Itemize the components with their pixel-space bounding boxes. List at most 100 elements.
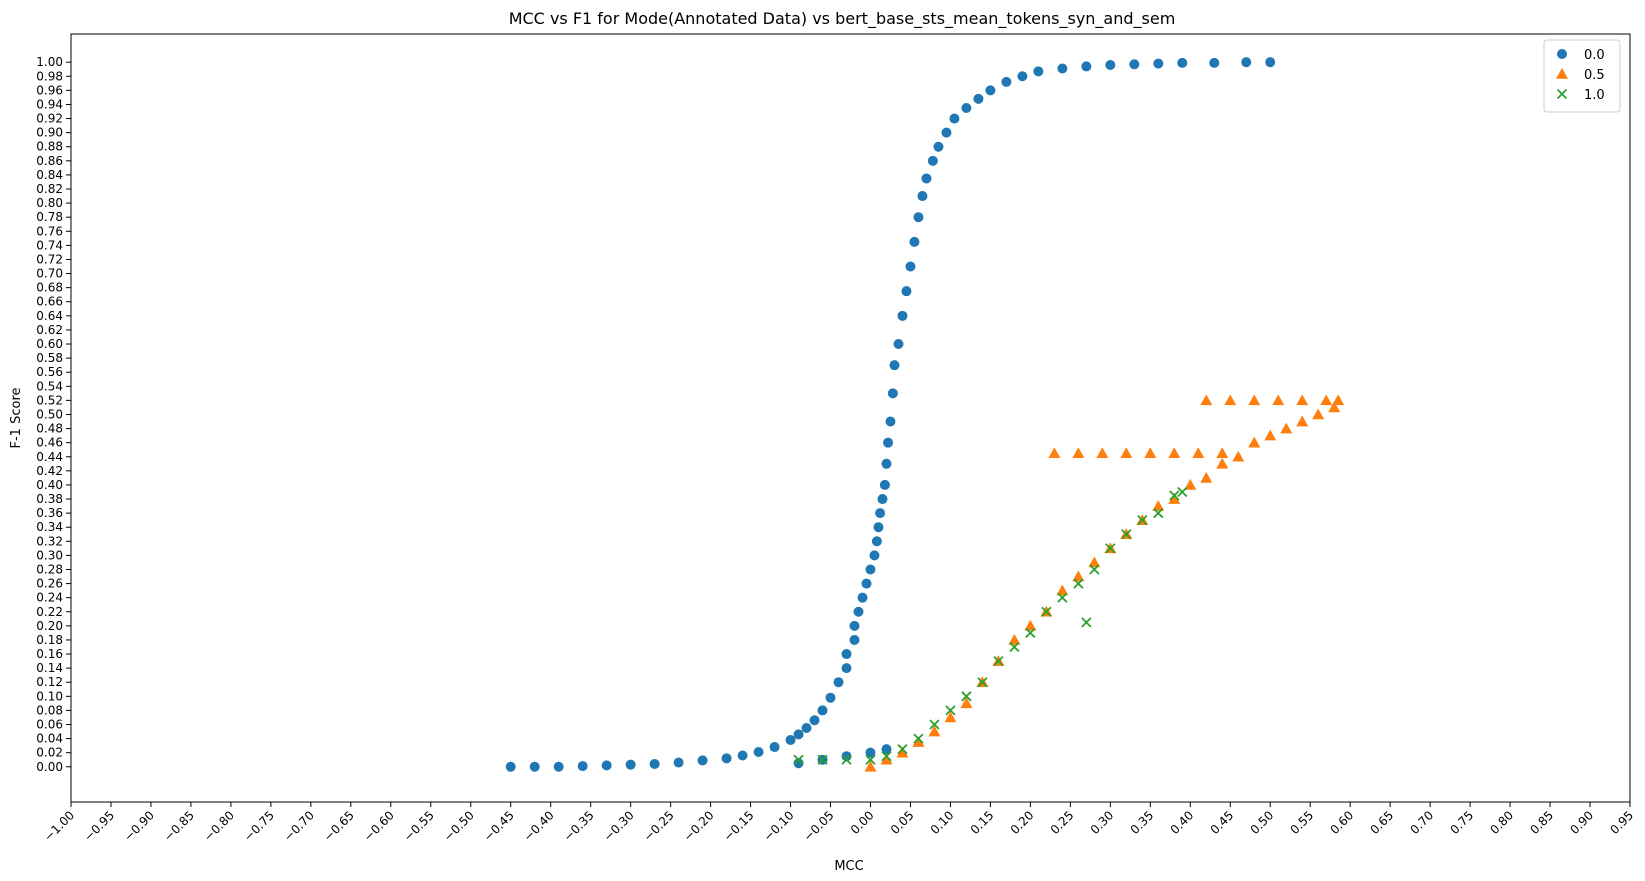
y-tick-label: 0.42 [36, 464, 63, 478]
data-point [1017, 71, 1028, 82]
data-point [1073, 578, 1084, 589]
data-point [673, 757, 684, 768]
y-tick-label: 0.48 [36, 422, 63, 436]
data-point [1096, 447, 1109, 459]
data-point [1248, 394, 1261, 406]
data-point [881, 458, 892, 469]
data-point [553, 761, 564, 772]
legend-label: 1.0 [1584, 88, 1605, 103]
y-tick-label: 0.50 [36, 407, 63, 421]
data-point [1153, 58, 1164, 69]
data-point [865, 747, 876, 758]
data-point [825, 692, 836, 703]
data-point [1184, 478, 1197, 490]
data-point [889, 360, 900, 371]
y-tick-label: 1.00 [36, 55, 63, 69]
data-point [1057, 63, 1068, 74]
data-point [928, 725, 941, 737]
data-point [1001, 76, 1012, 87]
data-point [949, 113, 960, 124]
data-point [885, 416, 896, 427]
data-point [1216, 447, 1229, 459]
x-axis-label: MCC [834, 859, 863, 874]
legend-label: 0.5 [1584, 68, 1605, 83]
y-tick-label: 0.06 [36, 717, 63, 731]
data-point [869, 550, 880, 561]
y-tick-label: 0.72 [36, 252, 63, 266]
y-tick-label: 0.04 [36, 732, 63, 746]
data-point [1056, 584, 1069, 596]
y-tick-label: 0.70 [36, 267, 63, 281]
y-tick-label: 0.00 [36, 760, 63, 774]
data-point [1296, 415, 1309, 427]
data-point [973, 93, 984, 104]
data-point [849, 620, 860, 631]
data-point [1072, 570, 1085, 582]
data-point [881, 751, 892, 762]
data-point [1272, 394, 1285, 406]
y-tick-label: 0.90 [36, 126, 63, 140]
data-point [893, 339, 904, 350]
y-axis-label: F-1 Score [9, 388, 24, 449]
data-point [1144, 447, 1157, 459]
data-point [1033, 66, 1044, 77]
legend-label: 0.0 [1584, 48, 1605, 63]
data-point [1024, 619, 1037, 631]
data-point [841, 754, 852, 765]
data-point [880, 753, 893, 765]
data-point [1081, 617, 1092, 628]
y-tick-label: 0.56 [36, 365, 63, 379]
y-tick-label: 0.86 [36, 154, 63, 168]
data-point [1057, 592, 1068, 603]
data-point [785, 734, 796, 745]
y-tick-label: 0.68 [36, 281, 63, 295]
y-tick-label: 0.52 [36, 393, 63, 407]
y-tick-label: 0.46 [36, 436, 63, 450]
data-point [917, 191, 928, 202]
y-tick-label: 0.22 [36, 605, 63, 619]
data-point [897, 744, 908, 755]
legend-marker-0.5 [1556, 68, 1568, 79]
data-point [737, 750, 748, 761]
data-point [871, 536, 882, 547]
y-tick-label: 0.38 [36, 492, 63, 506]
y-tick-label: 0.66 [36, 295, 63, 309]
data-point [993, 655, 1004, 667]
y-tick-label: 0.24 [36, 591, 63, 605]
data-point [1105, 60, 1116, 71]
data-point [875, 508, 886, 519]
legend-marker-1.0 [1556, 88, 1568, 100]
data-point [883, 437, 894, 448]
data-point [601, 760, 612, 771]
data-point [1192, 447, 1205, 459]
y-tick-label: 0.30 [36, 548, 63, 562]
chart-title: MCC vs F1 for Mode(Annotated Data) vs be… [509, 9, 1176, 29]
y-tick-label: 0.14 [36, 661, 63, 675]
data-point [849, 634, 860, 645]
data-point [921, 173, 932, 184]
y-tick-label: 0.62 [36, 323, 63, 337]
data-point [1041, 606, 1052, 617]
data-point [697, 755, 708, 766]
plot-area-frame [70, 33, 1631, 803]
data-point [809, 715, 820, 726]
data-point [1129, 59, 1140, 70]
data-point [927, 155, 938, 166]
y-tick-label: 0.16 [36, 647, 63, 661]
data-point [896, 746, 909, 758]
y-tick-label: 0.32 [36, 534, 63, 548]
data-point [945, 705, 956, 716]
data-point [977, 677, 988, 688]
data-point [853, 606, 864, 617]
data-point [1072, 447, 1085, 459]
data-point [1265, 57, 1276, 68]
data-point [1209, 57, 1220, 68]
data-point [721, 753, 732, 764]
data-point [873, 522, 884, 533]
data-point [649, 758, 660, 769]
data-point [961, 102, 972, 113]
data-point [801, 723, 812, 734]
data-point [985, 85, 996, 96]
y-tick-label: 0.08 [36, 703, 63, 717]
